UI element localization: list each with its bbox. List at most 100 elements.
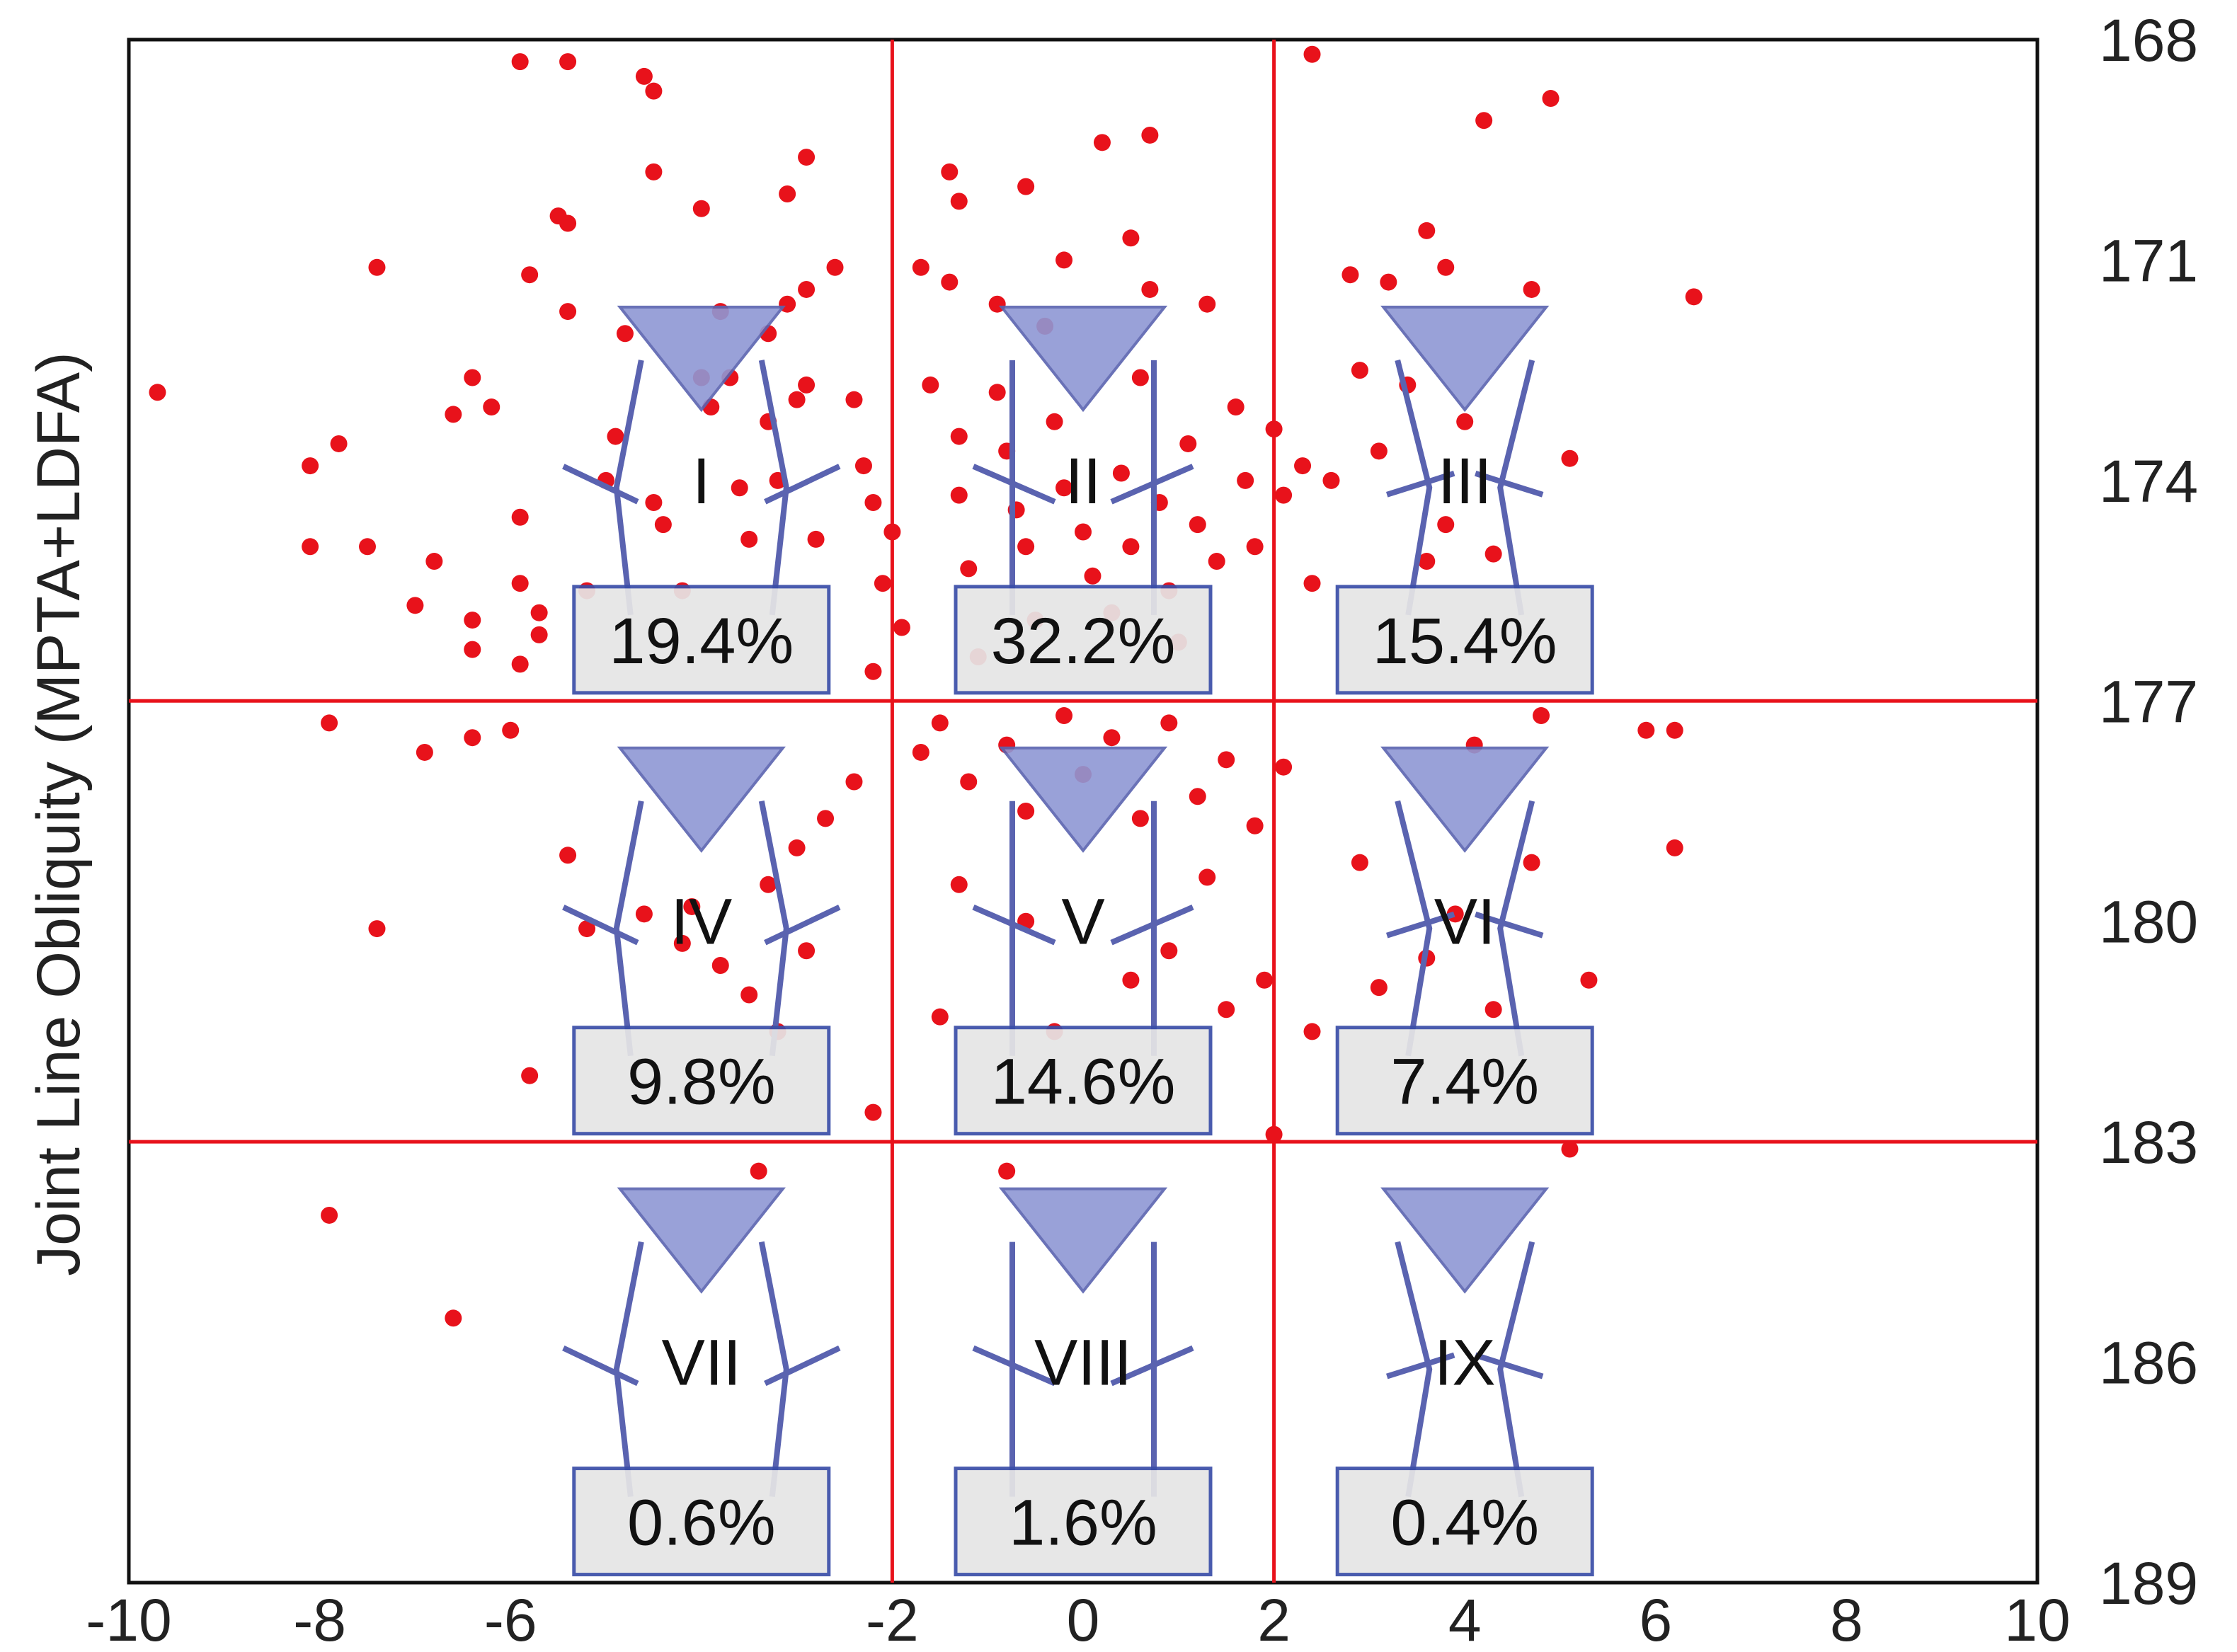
phenotype-label: VII bbox=[662, 1327, 741, 1399]
phenotype-percent: 7.4% bbox=[1390, 1046, 1539, 1118]
phenotype-IV: IV 9.8% bbox=[562, 746, 841, 1136]
data-point-87 bbox=[1322, 471, 1340, 489]
data-point-3 bbox=[302, 538, 319, 556]
y-tick-label: 180 bbox=[2099, 889, 2198, 956]
data-point-158 bbox=[750, 1162, 767, 1180]
data-point-141 bbox=[1256, 971, 1274, 989]
data-point-130 bbox=[521, 1067, 539, 1084]
data-point-180 bbox=[549, 207, 567, 225]
data-point-164 bbox=[1475, 112, 1493, 130]
knee-schematic-icon bbox=[972, 746, 1194, 1056]
data-point-125 bbox=[502, 721, 520, 739]
x-tick-label: -6 bbox=[484, 1587, 537, 1652]
data-point-71 bbox=[1131, 369, 1149, 386]
data-point-176 bbox=[635, 67, 653, 85]
data-point-6 bbox=[445, 406, 462, 423]
data-point-99 bbox=[912, 743, 929, 761]
data-point-85 bbox=[1294, 457, 1312, 475]
data-point-32 bbox=[731, 479, 748, 497]
data-point-89 bbox=[1351, 362, 1368, 379]
data-point-84 bbox=[1275, 486, 1293, 504]
data-point-25 bbox=[616, 325, 634, 343]
phenotype-VIII: VIII 1.6% bbox=[954, 1187, 1213, 1577]
data-point-118 bbox=[740, 986, 758, 1004]
y-tick-label: 186 bbox=[2099, 1330, 2198, 1396]
data-point-101 bbox=[960, 773, 978, 791]
data-point-39 bbox=[798, 280, 816, 298]
data-point-178 bbox=[559, 53, 577, 71]
data-point-0 bbox=[149, 384, 166, 401]
data-point-90 bbox=[1370, 442, 1388, 460]
data-point-4 bbox=[359, 538, 376, 556]
data-point-11 bbox=[464, 612, 481, 629]
data-point-9 bbox=[425, 553, 443, 570]
data-point-69 bbox=[1112, 464, 1130, 482]
data-point-120 bbox=[683, 897, 701, 915]
phenotype-label: V bbox=[1061, 886, 1104, 958]
phenotype-percent: 1.6% bbox=[1009, 1487, 1157, 1559]
data-point-115 bbox=[788, 839, 806, 856]
data-point-53 bbox=[950, 428, 968, 445]
y-axis-label: Joint Line Obliquity (MPTA+LDFA) bbox=[25, 352, 93, 1276]
data-point-140 bbox=[1218, 1001, 1235, 1019]
data-point-16 bbox=[521, 266, 539, 284]
x-tick-label: 6 bbox=[1639, 1587, 1672, 1652]
percent-box bbox=[1335, 1026, 1594, 1136]
knee-schematic-icon bbox=[562, 746, 841, 1057]
data-point-114 bbox=[817, 810, 835, 827]
phenotype-I: I 19.4% bbox=[562, 305, 841, 695]
data-point-128 bbox=[321, 714, 338, 732]
data-point-155 bbox=[1561, 1140, 1579, 1158]
data-point-48 bbox=[893, 619, 910, 636]
percent-box bbox=[572, 1467, 831, 1577]
percent-box bbox=[572, 1026, 831, 1136]
data-point-45 bbox=[864, 494, 882, 511]
data-point-81 bbox=[1237, 471, 1254, 489]
data-point-98 bbox=[1561, 449, 1579, 467]
knee-schematic-icon bbox=[1380, 746, 1550, 1057]
data-point-76 bbox=[1179, 435, 1197, 452]
data-point-165 bbox=[1542, 90, 1560, 108]
data-point-112 bbox=[1275, 758, 1293, 776]
data-point-169 bbox=[1017, 178, 1035, 195]
data-point-61 bbox=[1017, 538, 1035, 556]
data-point-174 bbox=[692, 200, 710, 217]
percent-box bbox=[1335, 585, 1594, 695]
data-point-170 bbox=[941, 163, 959, 180]
data-point-147 bbox=[1484, 1001, 1502, 1019]
data-point-43 bbox=[845, 391, 863, 408]
data-point-172 bbox=[798, 149, 816, 166]
data-point-82 bbox=[1246, 538, 1264, 556]
phenotype-label: VIII bbox=[1034, 1327, 1132, 1399]
data-point-24 bbox=[645, 494, 663, 511]
data-point-26 bbox=[654, 516, 672, 534]
data-point-142 bbox=[1303, 1023, 1321, 1040]
data-point-14 bbox=[511, 575, 529, 592]
data-point-72 bbox=[1141, 280, 1159, 298]
x-tick-label: -8 bbox=[293, 1587, 346, 1652]
knee-schematic-icon bbox=[562, 1187, 841, 1498]
y-tick-label: 174 bbox=[2099, 448, 2198, 515]
data-point-95 bbox=[1456, 413, 1474, 430]
data-point-100 bbox=[931, 714, 949, 732]
data-point-67 bbox=[1084, 567, 1102, 585]
x-axis-ticks: -10 -8 -6 -2 0 2 4 6 8 10 bbox=[86, 1587, 2070, 1652]
data-point-8 bbox=[464, 369, 481, 386]
x-tick-label: 4 bbox=[1448, 1587, 1482, 1652]
x-tick-label: 8 bbox=[1830, 1587, 1863, 1652]
y-tick-label: 183 bbox=[2099, 1109, 2198, 1176]
data-point-163 bbox=[1437, 258, 1455, 276]
data-point-10 bbox=[406, 597, 424, 614]
data-point-153 bbox=[1666, 721, 1683, 739]
data-point-150 bbox=[1533, 707, 1550, 725]
data-point-181 bbox=[1122, 229, 1140, 247]
data-point-46 bbox=[883, 523, 901, 541]
data-point-139 bbox=[1198, 868, 1216, 886]
data-point-15 bbox=[511, 508, 529, 526]
data-point-12 bbox=[464, 641, 481, 658]
y-tick-label: 177 bbox=[2099, 668, 2198, 735]
data-point-66 bbox=[1075, 523, 1092, 541]
data-point-2 bbox=[330, 435, 348, 452]
percent-box bbox=[572, 585, 831, 695]
data-point-111 bbox=[1246, 817, 1264, 834]
